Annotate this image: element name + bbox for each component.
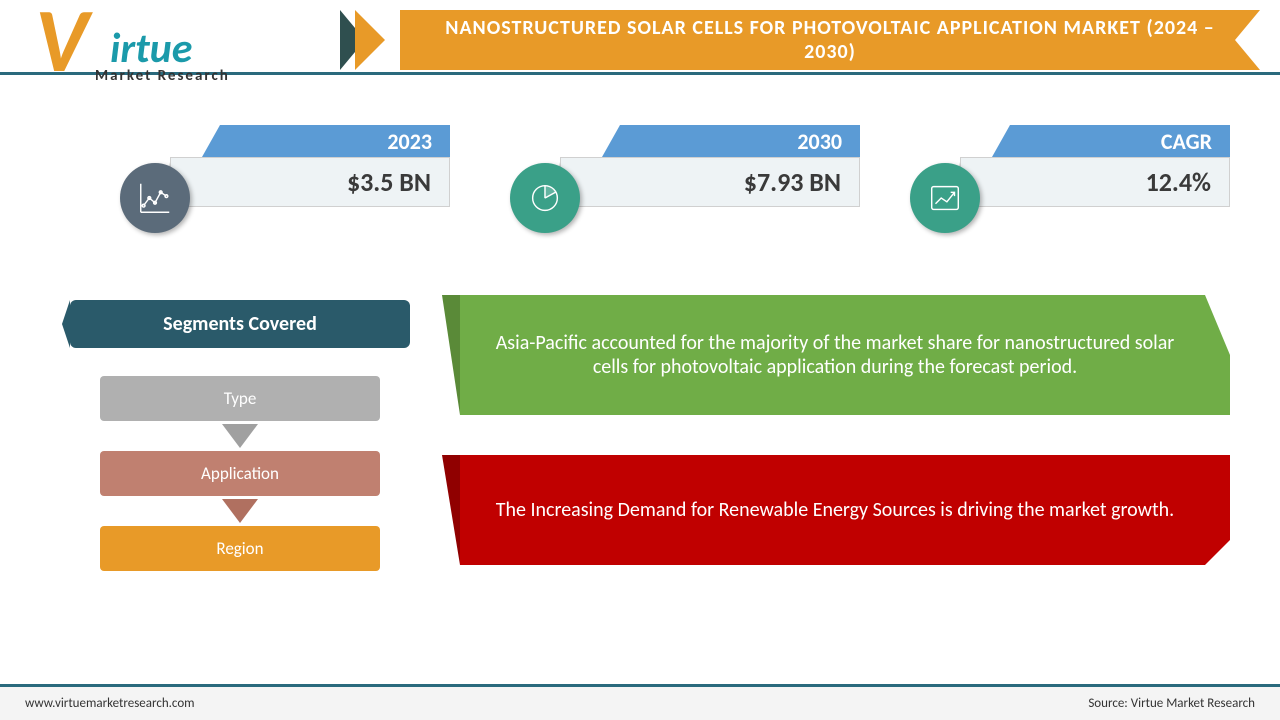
stat-value: 12.4% [960,157,1230,207]
callout-text: The Increasing Demand for Renewable Ener… [496,498,1174,522]
stat-card-2030: 2030 $7.93 BN [560,125,860,207]
page-title: NANOSTRUCTURED SOLAR CELLS FOR PHOTOVOLT… [430,16,1230,64]
callout-text: Asia-Pacific accounted for the majority … [495,331,1175,379]
callout-region-insight: Asia-Pacific accounted for the majority … [460,295,1230,415]
growth-chart-icon [910,163,980,233]
footer: www.virtuemarketresearch.com Source: Vir… [0,684,1280,720]
stat-card-cagr: CAGR 12.4% [960,125,1230,207]
arrow-down-icon [222,424,258,448]
segment-region: Region [100,526,380,571]
segment-type: Type [100,376,380,421]
logo-v: V [35,5,88,77]
stat-value: $3.5 BN [170,157,450,207]
callout-driver-insight: The Increasing Demand for Renewable Ener… [460,455,1230,565]
chevron-orange-icon [355,10,385,70]
logo-subtitle: Market Research [95,67,230,85]
segment-application: Application [100,451,380,496]
corner-cut-icon [1205,540,1230,565]
title-banner: NANOSTRUCTURED SOLAR CELLS FOR PHOTOVOLT… [400,10,1260,70]
stat-label: 2030 [620,125,860,157]
logo: V irtue Market Research [35,5,325,90]
pie-chart-icon [510,163,580,233]
footer-source: Source: Virtue Market Research [1088,696,1255,711]
stat-label: 2023 [220,125,450,157]
stat-value: $7.93 BN [560,157,860,207]
stat-card-2023: 2023 $3.5 BN [170,125,450,207]
arrow-down-icon [222,499,258,523]
segments-header: Segments Covered [70,300,410,348]
segments-section: Segments Covered Type Application Region [70,300,410,571]
line-chart-icon [120,163,190,233]
stat-label: CAGR [1010,125,1230,157]
footer-url: www.virtuemarketresearch.com [25,696,195,711]
